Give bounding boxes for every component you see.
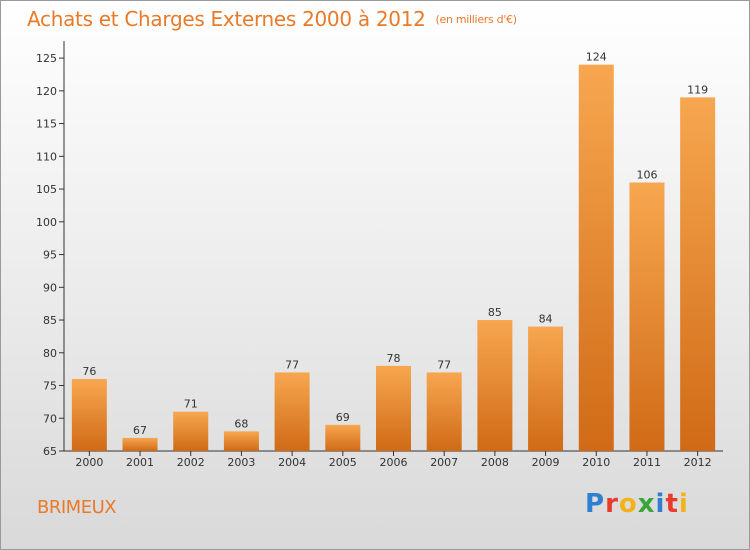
logo-letter: o <box>618 489 638 519</box>
data-label-2001: 67 <box>133 424 147 437</box>
bar-2002 <box>173 411 209 451</box>
x-tick-label-2004: 2004 <box>278 456 306 469</box>
logo-letter: i <box>678 489 689 519</box>
bars: 76 67 71 68 77 69 78 77 85 84 124 106 119 <box>71 51 716 452</box>
data-label-2004: 77 <box>285 358 299 371</box>
x-tick-label-2005: 2005 <box>329 456 357 469</box>
x-tick-label-2012: 2012 <box>684 456 712 469</box>
bar-2011 <box>629 182 665 452</box>
commune-name: BRIMEUX <box>37 497 117 518</box>
data-label-2012: 119 <box>687 83 708 96</box>
x-tick-label-2010: 2010 <box>582 456 610 469</box>
chart-title: Achats et Charges Externes 2000 à 2012 (e… <box>27 7 517 31</box>
chart-title-text: Achats et Charges Externes 2000 à 2012 <box>27 7 426 31</box>
bar-2004 <box>274 372 310 451</box>
bar-2012 <box>680 97 716 452</box>
logo-letter: P <box>585 489 606 519</box>
data-label-2009: 84 <box>539 313 553 326</box>
x-tick-label-2001: 2001 <box>126 456 154 469</box>
y-tick-label: 90 <box>43 281 57 294</box>
y-tick-label: 100 <box>36 216 57 229</box>
data-label-2002: 71 <box>184 398 198 411</box>
data-label-2008: 85 <box>488 306 502 319</box>
y-tick-label: 120 <box>36 85 57 98</box>
data-label-2006: 78 <box>387 352 401 365</box>
x-tick-label-2006: 2006 <box>380 456 408 469</box>
bar-2003 <box>223 431 259 451</box>
y-tick-label: 105 <box>36 183 57 196</box>
y-tick-label: 75 <box>43 380 57 393</box>
proxiti-logo: Proxiti <box>585 489 689 519</box>
bar-2001 <box>122 437 158 451</box>
y-tick-label: 65 <box>43 445 57 458</box>
bar-2008 <box>477 320 513 451</box>
data-label-2005: 69 <box>336 411 350 424</box>
x-tick-label-2009: 2009 <box>532 456 560 469</box>
bar-2009 <box>528 326 564 451</box>
x-tick-label-2002: 2002 <box>177 456 205 469</box>
logo-letter: r <box>605 489 619 519</box>
x-tick-label-2000: 2000 <box>75 456 103 469</box>
bar-2010 <box>578 64 614 452</box>
logo-letter: x <box>637 489 656 519</box>
logo-letter: i <box>655 489 666 519</box>
data-label-2007: 77 <box>437 358 451 371</box>
bar-2007 <box>426 372 462 451</box>
data-label-2003: 68 <box>234 417 248 430</box>
bar-2006 <box>376 365 411 451</box>
y-tick-label: 115 <box>36 118 57 131</box>
x-tick-label-2008: 2008 <box>481 456 509 469</box>
chart-unit: (en milliers d'€) <box>435 13 517 26</box>
y-axis: 65 70 75 80 85 90 95 100 105 110 115 120 125 <box>36 41 65 458</box>
y-tick-label: 80 <box>43 347 57 360</box>
x-tick-label-2007: 2007 <box>430 456 458 469</box>
y-tick-label: 70 <box>43 412 57 425</box>
y-tick-label: 85 <box>43 314 57 327</box>
logo-letter: t <box>665 489 679 519</box>
bar-2000 <box>71 378 107 451</box>
data-label-2011: 106 <box>636 169 657 182</box>
bar-2005 <box>325 424 361 451</box>
y-tick-label: 110 <box>36 150 57 163</box>
y-tick-label: 125 <box>36 52 57 65</box>
x-tick-label-2011: 2011 <box>633 456 661 469</box>
data-label-2000: 76 <box>82 365 96 378</box>
x-tick-label-2003: 2003 <box>227 456 255 469</box>
data-label-2010: 124 <box>586 51 607 64</box>
x-axis: 2000 2001 2002 2003 2004 2005 2006 2007 2008 2009… <box>64 450 723 469</box>
y-tick-label: 95 <box>43 249 57 262</box>
